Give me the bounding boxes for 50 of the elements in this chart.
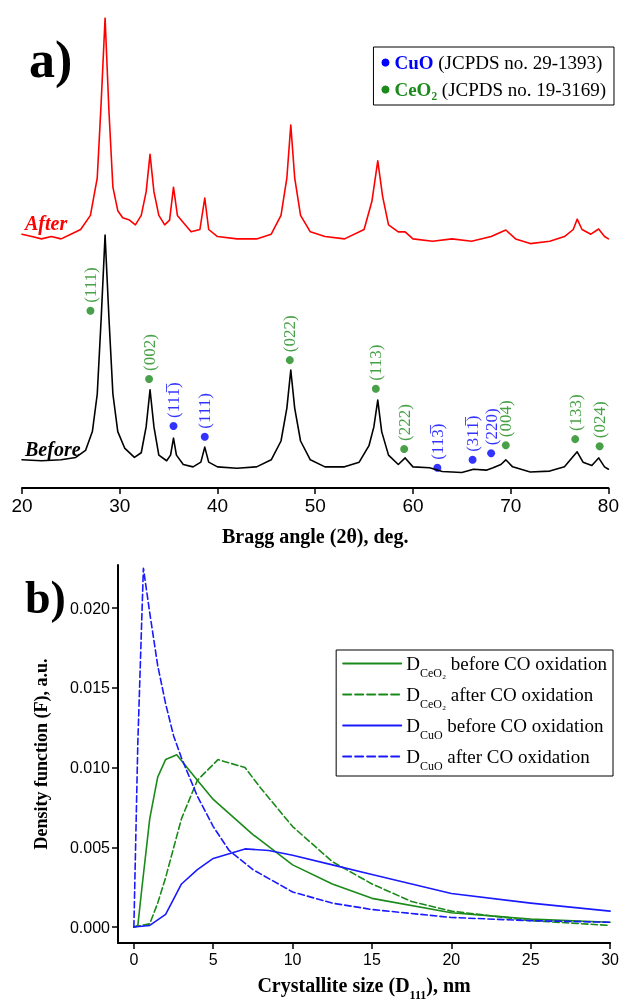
annotation: (113) xyxy=(366,344,386,381)
annotation: (111) xyxy=(80,267,100,303)
x-tick-label: 20 xyxy=(11,495,33,516)
point xyxy=(468,455,477,464)
annotation: (002) xyxy=(139,334,159,371)
point xyxy=(285,356,294,365)
x-axis-title: Bragg angle (2θ), deg. xyxy=(221,525,409,548)
x-tick-label: 30 xyxy=(601,950,620,968)
x-tick-label: 30 xyxy=(109,495,131,516)
point xyxy=(86,306,95,315)
x-tick-label: 5 xyxy=(208,950,218,968)
annotation: (133) xyxy=(565,394,585,432)
series-label: After xyxy=(23,212,68,236)
x-tick-label: 20 xyxy=(442,950,461,968)
x-tick-label: 0 xyxy=(129,950,139,968)
point xyxy=(400,444,409,453)
x-tick-label: 60 xyxy=(402,495,424,516)
point xyxy=(595,442,604,451)
y-tick-label: 0.020 xyxy=(69,599,111,617)
y-tick-label: 0.015 xyxy=(69,679,111,697)
point xyxy=(200,432,209,441)
chart-title: b) xyxy=(25,571,66,623)
annotation: (111) xyxy=(195,393,215,429)
x-tick-label: 50 xyxy=(304,495,326,516)
annotation: (113̅) xyxy=(427,423,447,460)
x-tick-label: 15 xyxy=(363,950,381,968)
point xyxy=(487,449,496,458)
x-tick-label: 40 xyxy=(206,495,229,516)
y-tick-label: 0.005 xyxy=(69,838,111,856)
point xyxy=(571,435,580,444)
series-label: Before xyxy=(24,437,81,461)
y-tick-label: 0.000 xyxy=(69,918,111,936)
legend-label: CeO₂ (JCPDS no. 19-3169) xyxy=(394,79,606,101)
annotation: (024) xyxy=(590,401,610,439)
point xyxy=(501,441,510,450)
point xyxy=(145,374,154,383)
x-tick-label: 25 xyxy=(521,950,540,968)
x-tick-label: 80 xyxy=(597,495,619,516)
point xyxy=(169,421,178,430)
chart-title: a) xyxy=(29,30,73,89)
y-tick-label: 0.010 xyxy=(69,759,111,777)
annotation: (222) xyxy=(394,404,414,441)
annotation: (022) xyxy=(280,315,300,353)
x-tick-label: 70 xyxy=(500,495,522,516)
point xyxy=(371,384,380,393)
annotation: (311̅) xyxy=(463,415,483,452)
annotation: (111̅) xyxy=(164,382,183,418)
legend-label: CuO (JCPDS no. 29-1393) xyxy=(394,52,603,74)
y-axis-title: Density function (F), a.u. xyxy=(31,658,52,850)
x-tick-label: 10 xyxy=(283,950,302,968)
